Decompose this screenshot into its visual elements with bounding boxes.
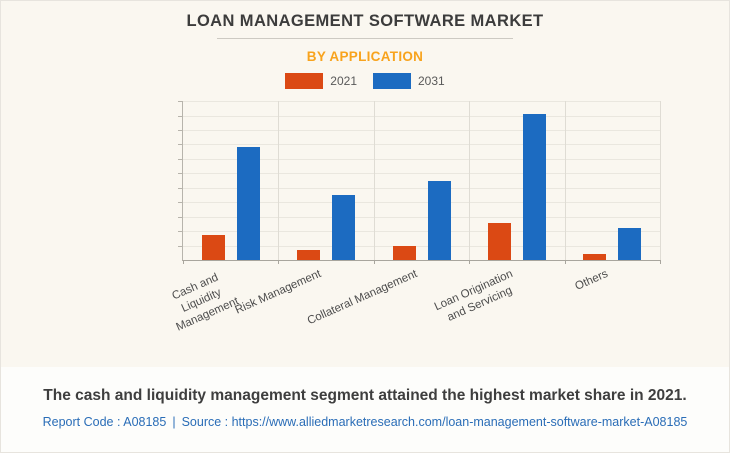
x-axis-label-1: Cash and Liquidity Management: [169, 271, 241, 334]
x-axis-tick: [373, 260, 375, 264]
vertical-gridline: [469, 101, 471, 260]
y-axis-tick: [178, 216, 182, 218]
horizontal-gridline: [183, 144, 660, 146]
horizontal-gridline: [183, 187, 660, 189]
bar-2031-category-3[interactable]: [427, 180, 451, 260]
legend-swatch-2021: [285, 73, 324, 89]
report-code-text: Report Code : A08185: [42, 415, 167, 429]
x-axis-tick: [564, 260, 566, 264]
y-axis-tick: [178, 187, 182, 189]
bar-2031-category-4[interactable]: [522, 113, 546, 260]
bar-2021-category-1[interactable]: [201, 234, 225, 260]
bar-2031-category-5[interactable]: [618, 228, 642, 260]
x-axis-label-5: Others: [573, 267, 610, 293]
caption-section: The cash and liquidity management segmen…: [1, 367, 729, 452]
title-divider: [217, 38, 513, 39]
x-axis-label-2: Risk Management: [233, 267, 324, 317]
legend-item-2021[interactable]: 2021: [285, 73, 357, 89]
horizontal-gridline: [183, 245, 660, 247]
source-link[interactable]: Source : https://www.alliedmarketresearc…: [181, 415, 688, 429]
y-axis-tick: [178, 129, 182, 131]
x-axis-tick: [183, 260, 184, 264]
horizontal-gridline: [183, 231, 660, 233]
source-line: Report Code : A08185 | Source : https://ww…: [1, 415, 729, 429]
chart-legend: 2021 2031: [1, 73, 729, 89]
chart-subtitle: BY APPLICATION: [306, 49, 424, 64]
y-axis-tick: [178, 173, 182, 175]
x-axis-label-4: Loan Origination and Servicing: [432, 267, 515, 324]
separator-text: |: [172, 415, 176, 429]
y-axis-tick: [178, 202, 182, 204]
x-axis-tick: [469, 260, 471, 264]
horizontal-gridline: [183, 216, 660, 218]
vertical-gridline: [660, 101, 661, 260]
bar-2021-category-4[interactable]: [487, 223, 511, 260]
bar-2021-category-5[interactable]: [583, 253, 607, 260]
horizontal-gridline: [183, 158, 660, 160]
vertical-gridline: [373, 101, 375, 260]
y-axis-tick: [178, 101, 182, 102]
x-axis-tick: [278, 260, 280, 264]
chart-section: LOAN MANAGEMENT SOFTWARE MARKET BY APPLI…: [1, 1, 729, 367]
horizontal-gridline: [183, 129, 660, 131]
bar-2021-category-3[interactable]: [392, 245, 416, 260]
legend-swatch-2031: [373, 73, 411, 89]
horizontal-gridline: [183, 202, 660, 204]
horizontal-gridline: [183, 101, 660, 102]
legend-label: 2031: [418, 74, 445, 88]
caption-text: The cash and liquidity management segmen…: [43, 387, 687, 404]
x-axis-tick: [660, 260, 661, 264]
page-title: LOAN MANAGEMENT SOFTWARE MARKET: [186, 12, 544, 30]
horizontal-gridline: [183, 115, 660, 117]
y-axis-tick: [178, 245, 182, 247]
vertical-gridline: [278, 101, 280, 260]
y-axis-tick: [178, 158, 182, 160]
bar-2031-category-2[interactable]: [332, 194, 356, 260]
plot-area: Cash and Liquidity Management Risk Manage…: [170, 101, 661, 333]
horizontal-gridline: [183, 173, 660, 175]
y-axis-tick: [178, 115, 182, 117]
legend-item-2031[interactable]: 2031: [373, 73, 445, 89]
y-axis-tick: [178, 231, 182, 233]
y-axis-tick: [178, 144, 182, 146]
vertical-gridline: [564, 101, 566, 260]
bar-2031-category-1[interactable]: [236, 147, 260, 260]
bar-2021-category-2[interactable]: [297, 249, 321, 260]
legend-label: 2021: [330, 74, 357, 88]
